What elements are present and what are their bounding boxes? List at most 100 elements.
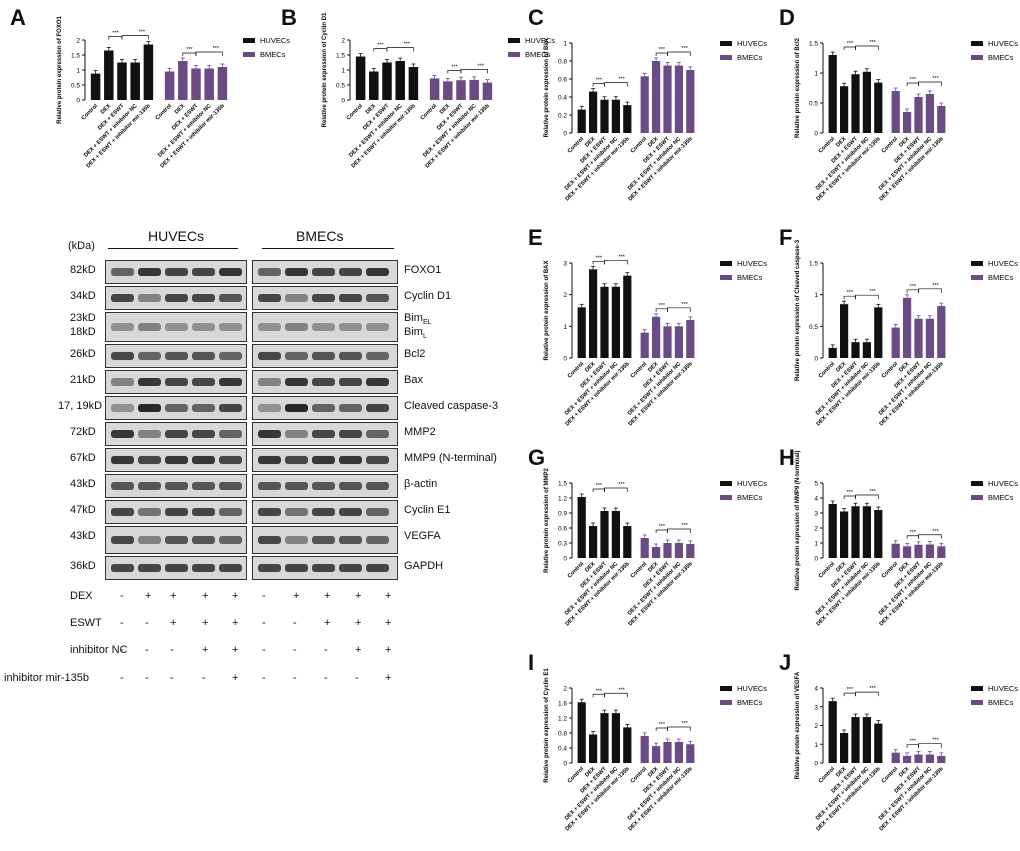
blot-band: [219, 404, 242, 412]
sig-bracket: [655, 52, 668, 56]
treatment-mark: -: [293, 617, 297, 629]
blot-band: [339, 323, 362, 331]
blot-band: [258, 323, 281, 331]
bar-HUVECs-1: [588, 734, 598, 763]
kd-label: 43kD: [70, 478, 96, 490]
y-tick-label: 0.6: [558, 77, 567, 84]
sig-bracket: [108, 36, 123, 40]
bar-BMECs-1: [902, 112, 912, 133]
sig-bracket: [855, 494, 879, 499]
panel-label-D: D: [779, 5, 795, 30]
blot-band: [339, 456, 362, 464]
bar-HUVECs-0: [355, 56, 366, 100]
blot-band: [165, 268, 188, 276]
x-tick-label: Control: [567, 766, 586, 785]
legend-swatch: [720, 481, 732, 486]
legend-label: HUVECs: [988, 684, 1018, 693]
bar-BMECs-3: [925, 94, 935, 133]
bar-HUVECs-3: [130, 62, 140, 100]
kd-label: 36kD: [70, 560, 96, 572]
x-tick-label: Control: [818, 561, 837, 580]
y-tick-label: 0: [814, 556, 818, 563]
bar-BMECs-4: [686, 544, 695, 558]
blot-band: [366, 508, 389, 516]
x-tick-label: Control: [630, 361, 649, 380]
legend-swatch: [971, 261, 983, 266]
sig-bracket: [918, 81, 942, 86]
blot-band: [285, 430, 308, 438]
treatment-mark: +: [145, 590, 152, 602]
sig-label: ***: [910, 739, 917, 745]
sig-label: ***: [681, 721, 688, 727]
sig-label: ***: [847, 41, 854, 47]
bar-BMECs-4: [686, 320, 695, 358]
kd-label: 23kD: [70, 312, 96, 324]
bar-BMECs-3: [204, 68, 214, 100]
x-tick-label: Control: [630, 561, 649, 580]
y-tick-label: 0.6: [558, 526, 567, 533]
treatment-mark: -: [120, 644, 124, 656]
bar-HUVECs-4: [874, 82, 883, 133]
x-tick-label: Control: [881, 766, 900, 785]
bar-HUVECs-1: [588, 269, 598, 358]
panel-label-A: A: [10, 5, 26, 30]
sig-bracket: [373, 48, 388, 52]
sig-label: ***: [932, 738, 939, 744]
chart-I: 0 0.4 0.8 1.2 1.6 2 Relative protein expressio…: [544, 668, 767, 833]
blot-bmecs: [252, 474, 398, 498]
legend-swatch: [243, 52, 255, 57]
blot-bmecs: [252, 448, 398, 472]
blot-band: [219, 536, 242, 544]
treatment-mark: -: [262, 672, 266, 684]
blot-bmecs: [252, 396, 398, 420]
blot-band: [165, 323, 188, 331]
blot-bmecs: [252, 370, 398, 394]
sig-bracket: [843, 692, 856, 697]
treatment-mark: +: [293, 590, 300, 602]
treatment-mark: +: [232, 672, 239, 684]
sig-label: ***: [681, 46, 688, 52]
bar-HUVECs-0: [828, 701, 837, 763]
blot-band: [165, 482, 188, 490]
sig-bracket: [447, 70, 462, 74]
y-tick-label: 0.4: [558, 95, 567, 102]
blot-band: [339, 378, 362, 386]
sig-bracket: [182, 52, 197, 56]
legend-label: BMECs: [988, 53, 1014, 62]
bar-BMECs-3: [674, 742, 684, 763]
blot-band: [165, 430, 188, 438]
treatment-mark: -: [145, 672, 149, 684]
blot-band: [312, 456, 335, 464]
chart-E: 0 1 2 3 Relative protein expression of BAX Co…: [544, 254, 767, 427]
bar-BMECs-4: [686, 744, 695, 763]
panel-label-C: C: [528, 5, 544, 30]
bar-BMECs-3: [925, 754, 935, 763]
y-tick-label: 1: [814, 71, 818, 78]
sig-label: ***: [596, 78, 603, 84]
sig-bracket: [604, 82, 628, 87]
treatment-mark: -: [202, 672, 206, 684]
bar-HUVECs-0: [577, 702, 586, 763]
chart-G: 0 0.3 0.6 0.9 1.2 1.5 Relative protein express…: [544, 467, 767, 627]
y-axis-label: Relative protein expression of BAX: [544, 260, 550, 360]
bar-HUVECs-3: [611, 713, 621, 763]
sig-label: ***: [377, 43, 384, 49]
blot-band: [138, 482, 161, 490]
blot-band: [258, 456, 281, 464]
bar-HUVECs-0: [90, 73, 101, 100]
bar-BMECs-4: [217, 67, 228, 100]
treatment-mark: -: [120, 672, 124, 684]
treatment-mark: -: [262, 617, 266, 629]
y-tick-label: 0.5: [336, 83, 345, 90]
blot-band: [192, 378, 215, 386]
y-tick-label: 1.5: [809, 41, 818, 48]
legend-swatch: [508, 52, 520, 57]
bar-BMECs-0: [640, 538, 649, 558]
blot-band: [312, 508, 335, 516]
bar-BMECs-0: [640, 76, 649, 133]
protein-label: VEGFA: [404, 530, 441, 542]
treatment-mark: -: [145, 617, 149, 629]
legend-swatch: [720, 55, 732, 60]
legend-swatch: [971, 686, 983, 691]
sig-label: ***: [659, 524, 666, 530]
